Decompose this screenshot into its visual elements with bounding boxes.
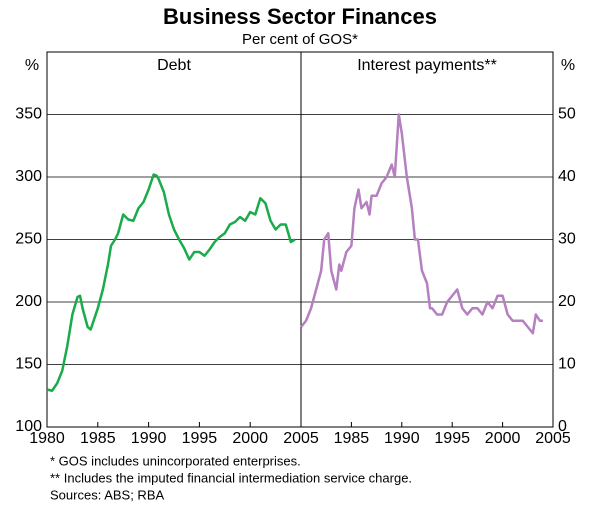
note: Sources: ABS; RBA — [50, 487, 164, 502]
y-tick-label: 150 — [15, 356, 42, 373]
y-tick-label: 100 — [15, 418, 42, 435]
x-tick-label: 1990 — [131, 430, 167, 447]
x-tick-label: 1980 — [29, 430, 65, 447]
y-tick-label: 30 — [558, 231, 576, 248]
note: ** Includes the imputed financial interm… — [50, 470, 412, 485]
y-tick-label: 250 — [15, 231, 42, 248]
x-tick-label: 2000 — [232, 430, 268, 447]
y-tick-label: 20 — [558, 293, 576, 310]
x-tick-label: 1990 — [384, 430, 420, 447]
y-tick-label: 0 — [558, 418, 567, 435]
y-tick-label: 350 — [15, 106, 42, 123]
chart-subtitle: Per cent of GOS* — [242, 31, 358, 48]
data-line — [46, 173, 296, 392]
x-tick-label: 2000 — [485, 430, 521, 447]
y-tick-label: 10 — [558, 356, 576, 373]
chart-title: Business Sector Finances — [163, 4, 437, 29]
x-tick-label: 2005 — [283, 430, 319, 447]
x-tick-label: 2005 — [535, 430, 571, 447]
y-tick-label: 50 — [558, 106, 576, 123]
x-tick-label: 1985 — [80, 430, 116, 447]
y-axis-label: % — [561, 57, 575, 74]
note: * GOS includes unincorporated enterprise… — [50, 453, 301, 468]
panel-title: Interest payments** — [357, 57, 497, 74]
panel-frame — [300, 51, 554, 428]
x-tick-label: 1995 — [182, 430, 218, 447]
x-tick-label: 1985 — [334, 430, 370, 447]
y-tick-label: 300 — [15, 168, 42, 185]
x-tick-label: 1995 — [434, 430, 470, 447]
y-tick-label: 40 — [558, 168, 576, 185]
panel-title: Debt — [157, 57, 191, 74]
y-tick-label: 200 — [15, 293, 42, 310]
y-axis-label: % — [25, 57, 39, 74]
data-line — [300, 113, 543, 335]
